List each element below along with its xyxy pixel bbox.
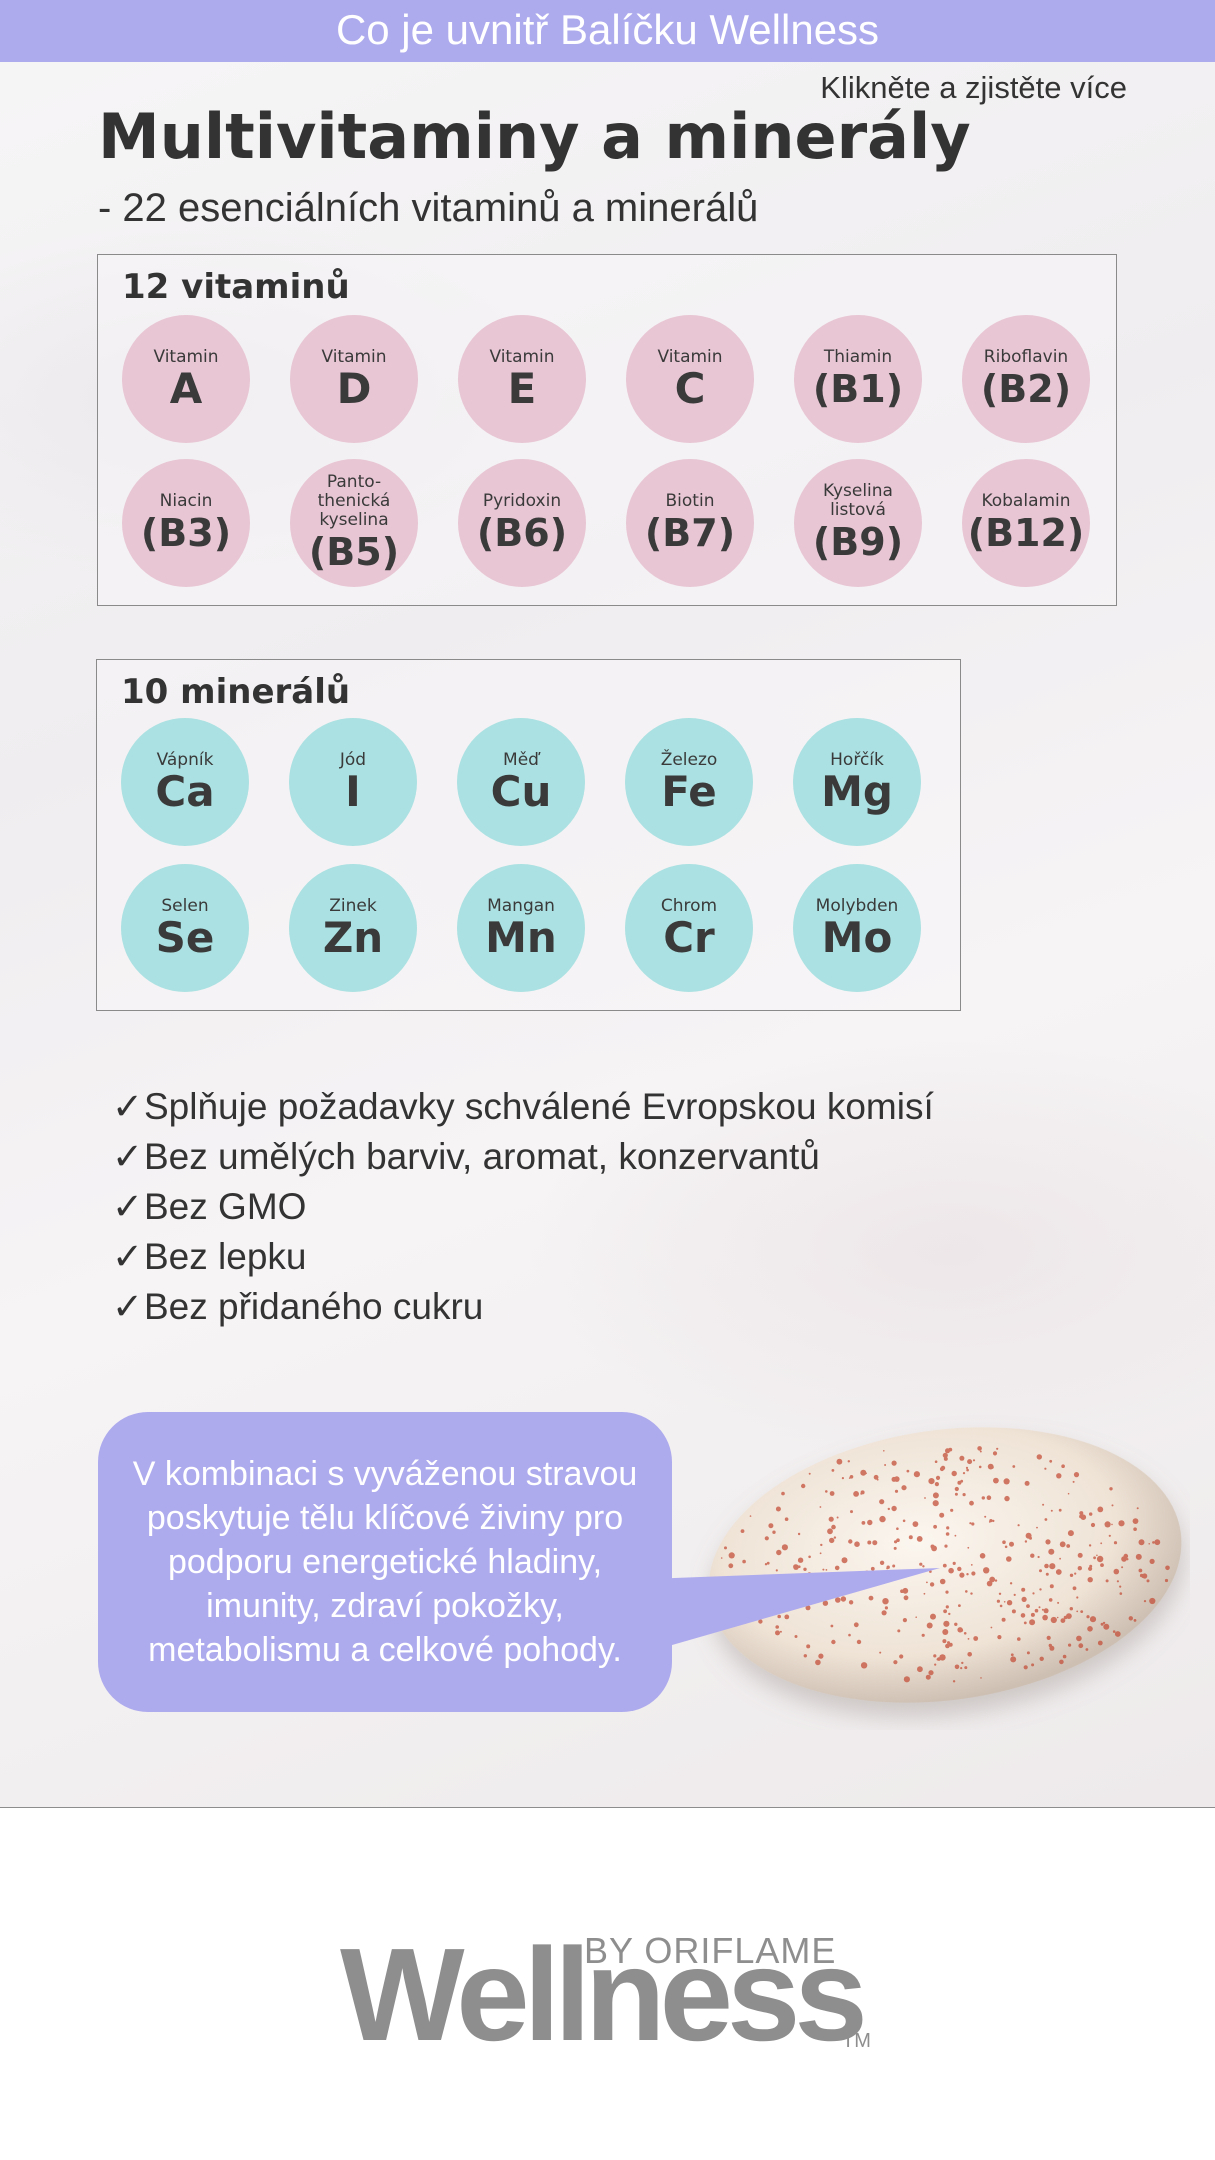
mineral-symbol: Mo [821,912,893,962]
mineral-name: Mangan [487,895,555,916]
mineral-circle: Jód I [289,718,417,846]
mineral-name: Chrom [660,895,718,916]
page-title: Multivitaminy a minerály [98,100,971,173]
vitamin-circle: Pyridoxin (B6) [458,459,586,587]
vitamin-symbol: (B7) [644,510,736,555]
mineral-circle: Mangan Mn [457,864,585,992]
mineral-circle: Chrom Cr [625,864,753,992]
logo-wordmark: Wellness [340,1921,868,2068]
vitamin-symbol: (B6) [476,510,568,555]
vitamin-name: Vitamin [321,346,387,367]
vitamins-group: 12 vitaminů Vitamin A Vitamin D Vitamin E Vita… [97,254,1117,606]
vitamin-symbol: (B1) [812,366,904,411]
vitamin-circle: Niacin (B3) [122,459,250,587]
vitamin-circle: Vitamin A [122,315,250,443]
vitamin-circle: Riboflavin (B2) [962,315,1090,443]
checklist-item: ✓ Bez umělých barviv, aromat, konzervantů [112,1132,934,1182]
vitamin-name: Vitamin [153,346,219,367]
vitamin-name: Pyridoxin [482,490,562,511]
mineral-symbol: Mg [821,766,893,816]
checklist-item: ✓ Splňuje požadavky schválené Evropskou k… [112,1082,934,1132]
mineral-symbol: Zn [322,912,384,962]
wellness-logo: Wellness BY ORIFLAME TM [340,1921,900,2068]
mineral-circle: Selen Se [121,864,249,992]
info-speech-bubble: V kombinaci s vyváženou stravou poskytuj… [98,1412,672,1712]
mineral-symbol: I [345,766,361,816]
vitamin-circle: Vitamin D [290,315,418,443]
mineral-symbol: Se [155,912,215,962]
vitamin-symbol: C [674,363,706,413]
benefits-checklist: ✓ Splňuje požadavky schválené Evropskou k… [112,1082,934,1332]
checkmark-icon: ✓ [112,1086,144,1127]
mineral-symbol: Cr [663,912,715,962]
page-subtitle: - 22 esenciálních vitaminů a minerálů [98,186,759,230]
minerals-group-title: 10 minerálů [121,672,351,712]
vitamin-symbol: (B5) [308,529,400,574]
vitamin-symbol: (B9) [812,520,904,564]
mineral-name: Selen [161,895,209,916]
vitamin-symbol: (B3) [140,510,232,555]
mineral-name: Železo [660,749,718,770]
vitamin-name: Niacin [159,490,213,511]
learn-more-link[interactable]: Klikněte a zjistěte více [820,70,1127,105]
vitamin-circle: Vitamin C [626,315,754,443]
vitamin-name: Biotin [665,490,715,511]
vitamin-symbol: (B2) [980,366,1072,411]
mineral-symbol: Fe [661,766,717,816]
mineral-circle: Molybden Mo [793,864,921,992]
logo-trademark: TM [842,2030,871,2052]
mineral-circle: Hořčík Mg [793,718,921,846]
vitamin-name: Vitamin [657,346,723,367]
checkmark-icon: ✓ [112,1236,144,1277]
vitamin-symbol: D [336,363,372,413]
vitamin-symbol: E [507,363,537,413]
vitamin-name: Kobalamin [981,490,1071,511]
info-bubble-text: V kombinaci s vyváženou stravou poskytuj… [132,1455,638,1669]
mineral-circle: Zinek Zn [289,864,417,992]
vitamin-name: Panto- thenická kyselina [317,471,391,530]
header-title: Co je uvnitř Balíčku Wellness [335,6,880,53]
vitamin-circle: Kobalamin (B12) [962,459,1090,587]
checklist-item: ✓ Bez GMO [112,1182,934,1232]
checkmark-icon: ✓ [112,1136,144,1177]
mineral-symbol: Cu [490,766,552,816]
vitamin-circle: Biotin (B7) [626,459,754,587]
mineral-circle: Železo Fe [625,718,753,846]
checkmark-icon: ✓ [112,1286,144,1327]
vitamin-circle: Vitamin E [458,315,586,443]
vitamin-symbol: (B12) [967,510,1085,555]
speech-bubble-tail [620,1568,940,1660]
mineral-circle: Vápník Ca [121,718,249,846]
mineral-name: Hořčík [830,749,884,770]
vitamin-symbol: A [169,363,203,413]
header-bar: Co je uvnitř Balíčku Wellness [0,0,1215,62]
vitamin-name: Vitamin [489,346,555,367]
checkmark-icon: ✓ [112,1186,144,1227]
mineral-name: Vápník [156,749,214,770]
vitamin-name: Thiamin [823,346,893,367]
mineral-name: Měď [503,749,539,770]
mineral-name: Molybden [815,895,899,916]
vitamins-group-title: 12 vitaminů [122,267,350,307]
vitamin-circle: Thiamin (B1) [794,315,922,443]
vitamin-name: Kyselina listová [823,481,893,520]
mineral-symbol: Ca [155,766,215,816]
mineral-symbol: Mn [485,912,557,962]
mineral-name: Jód [339,749,367,770]
checklist-item: ✓ Bez přidaného cukru [112,1282,934,1332]
vitamin-circle: Panto- thenická kyselina (B5) [290,459,418,587]
vitamin-circle: Kyselina listová (B9) [794,459,922,587]
vitamin-name: Riboflavin [983,346,1069,367]
mineral-circle: Měď Cu [457,718,585,846]
mineral-name: Zinek [329,895,377,916]
minerals-group: 10 minerálů Vápník Ca Jód I Měď Cu Železo Fe Hoř… [96,659,961,1011]
checklist-item: ✓ Bez lepku [112,1232,934,1282]
logo-by-oriflame: BY ORIFLAME [584,1930,837,1971]
